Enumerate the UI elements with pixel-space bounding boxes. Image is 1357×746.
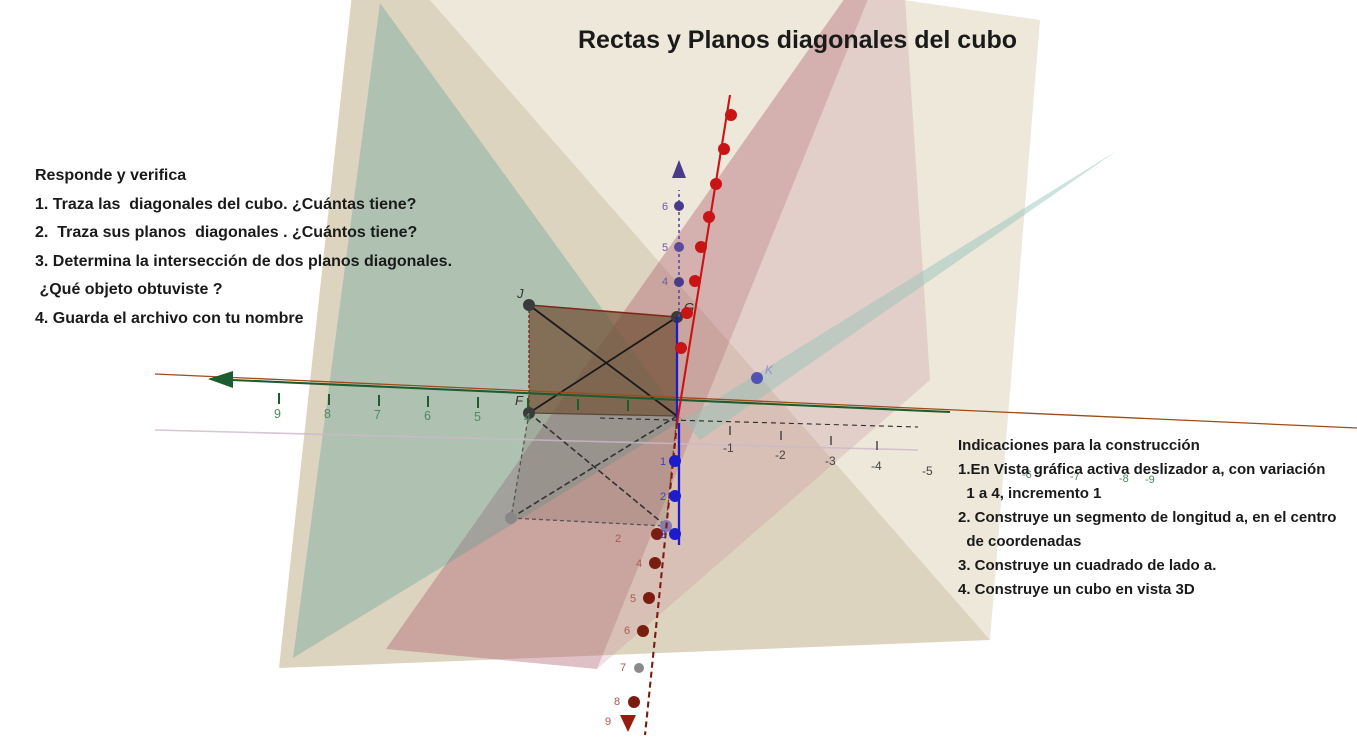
svg-text:-1: -1 [723, 441, 734, 455]
svg-text:5: 5 [662, 242, 668, 254]
svg-text:-4: -4 [871, 459, 882, 473]
svg-text:3: 3 [660, 529, 666, 541]
svg-text:7: 7 [374, 408, 381, 422]
svg-text:-5: -5 [922, 464, 933, 478]
svg-text:5: 5 [474, 410, 481, 424]
svg-text:5: 5 [630, 593, 636, 605]
svg-text:-2: -2 [775, 448, 786, 462]
svg-text:-3: -3 [825, 454, 836, 468]
svg-text:2: 2 [660, 491, 666, 503]
svg-text:9: 9 [274, 407, 281, 421]
svg-text:2: 2 [615, 533, 621, 545]
svg-text:8: 8 [324, 407, 331, 421]
svg-text:8: 8 [614, 696, 620, 708]
svg-text:7: 7 [620, 662, 626, 674]
svg-text:4: 4 [524, 411, 531, 425]
svg-text:1: 1 [660, 456, 666, 468]
svg-text:6: 6 [424, 409, 431, 423]
svg-text:4: 4 [662, 276, 668, 288]
svg-text:K: K [765, 363, 774, 377]
svg-text:4: 4 [636, 558, 642, 570]
svg-text:6: 6 [662, 201, 668, 213]
svg-text:9: 9 [605, 716, 611, 728]
svg-text:6: 6 [624, 625, 630, 637]
